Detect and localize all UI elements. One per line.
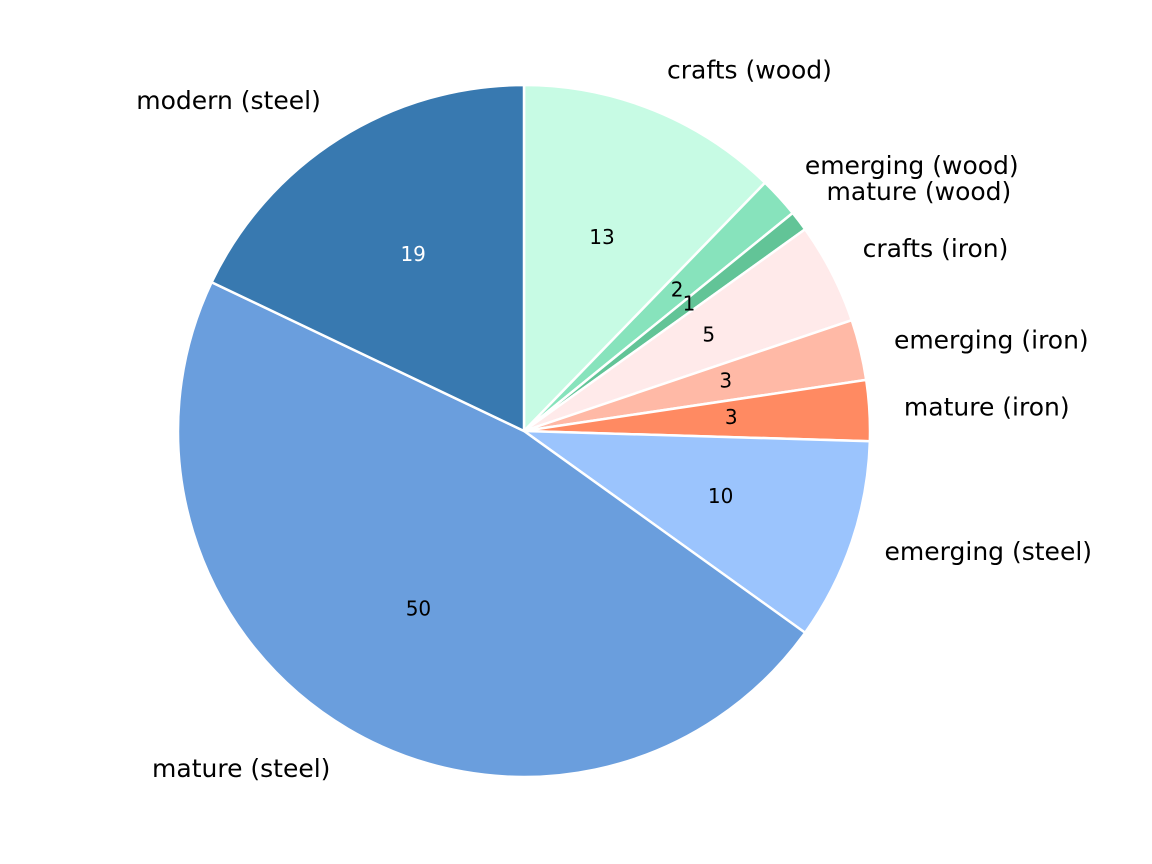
- pie-value-label-emerging-steel: 10: [708, 484, 733, 508]
- pie-value-label-crafts-wood: 13: [589, 225, 614, 249]
- pie-slice-emerging-steel: [522, 429, 872, 634]
- pie-category-label-emerging-iron: emerging (iron): [894, 326, 1089, 355]
- pie-value-label-mature-steel: 50: [406, 596, 431, 620]
- pie-category-label-emerging-steel: emerging (steel): [885, 537, 1092, 566]
- pie-category-label-emerging-wood: emerging (wood): [805, 151, 1019, 180]
- pie-category-labels: crafts (wood) emerging (wood)mature (wood…: [136, 55, 1092, 783]
- pie-slice-modern-steel: [210, 83, 526, 433]
- pie-category-label-modern-steel: modern (steel): [136, 86, 321, 115]
- pie-category-label-crafts-iron: crafts (iron): [863, 234, 1009, 263]
- pie-category-label-mature-wood: mature (wood): [827, 177, 1012, 206]
- pie-value-label-emerging-iron: 3: [719, 369, 732, 393]
- pie-value-label-mature-wood: 1: [683, 292, 696, 316]
- pie-value-label-modern-steel: 19: [400, 242, 425, 266]
- pie-category-label-mature-iron: mature (iron): [904, 392, 1070, 421]
- pie-slice-mature-steel: [176, 280, 807, 779]
- pie-value-label-crafts-iron: 5: [702, 323, 715, 347]
- pie-slices: [176, 83, 872, 779]
- pie-value-label-mature-iron: 3: [725, 405, 738, 429]
- pie-category-label-mature-steel: mature (steel): [152, 754, 330, 783]
- pie-value-label-emerging-wood: 2: [671, 277, 684, 301]
- pie-category-label-crafts-wood: crafts (wood): [667, 55, 832, 84]
- pie-slice-crafts-wood: [522, 83, 767, 433]
